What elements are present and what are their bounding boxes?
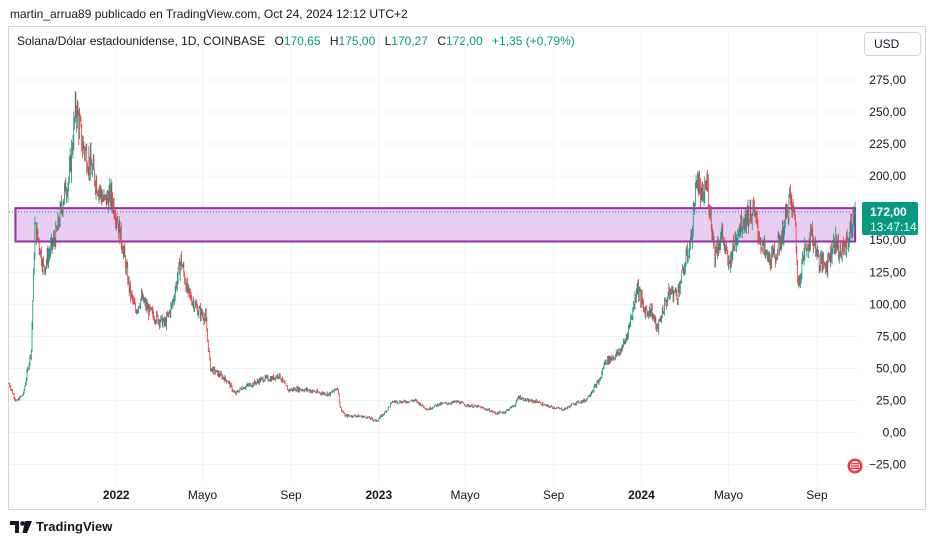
y-tick-label: 25,00	[876, 393, 906, 407]
y-tick-label: 225,00	[869, 137, 906, 151]
last-price-label: 172,00	[870, 205, 907, 219]
x-tick-label: Mayo	[714, 488, 744, 502]
high-value: 175,00	[338, 34, 376, 48]
y-tick-label: 200,00	[869, 169, 906, 183]
y-tick-label: 100,00	[869, 297, 906, 311]
x-tick-label: Sep	[543, 488, 565, 502]
x-tick-label: Sep	[280, 488, 302, 502]
y-tick-label: 150,00	[869, 233, 906, 247]
y-tick-label: 0,00	[883, 426, 907, 440]
y-tick-label: 75,00	[876, 329, 906, 343]
support-resistance-zone	[14, 207, 857, 243]
y-tick-label: −25,00	[869, 458, 906, 472]
tradingview-logo-icon	[10, 520, 32, 533]
publication-caption: martin_arrua89 publicado en TradingView.…	[10, 7, 408, 21]
currency-button[interactable]: USD	[864, 32, 921, 56]
close-value: 172,00	[446, 34, 483, 48]
price-axis: 275,00250,00225,00200,00175,00150,00125,…	[869, 73, 906, 472]
zone-rect	[14, 207, 857, 243]
x-tick-label: Mayo	[188, 488, 218, 502]
last-price-tag: 172,00 13:47:14	[9, 201, 918, 235]
x-tick-label: 2022	[103, 488, 130, 502]
x-tick-label: Mayo	[450, 488, 480, 502]
y-tick-label: 50,00	[876, 361, 906, 375]
low-label: L	[384, 34, 392, 48]
close-label: C	[437, 34, 446, 48]
last-price-badge	[862, 201, 918, 235]
y-tick-label: 125,00	[869, 265, 906, 279]
x-tick-label: 2024	[628, 488, 655, 502]
tradingview-logo[interactable]: TradingView	[10, 519, 112, 534]
low-value: 170,27	[391, 34, 428, 48]
y-tick-label: 250,00	[869, 105, 906, 119]
time-axis: 2022 Mayo Sep 2023 Mayo Sep 2024 Mayo Sep	[103, 488, 828, 502]
x-tick-label: Sep	[806, 488, 828, 502]
x-tick-label: 2023	[365, 488, 392, 502]
open-label: O	[274, 34, 284, 48]
symbol-title[interactable]: Solana/Dólar estadounidense, 1D, COINBAS…	[17, 34, 266, 48]
high-label: H	[329, 34, 339, 48]
event-flag-icon[interactable]	[847, 458, 863, 474]
countdown-label: 13:47:14	[870, 220, 917, 234]
y-tick-label: 275,00	[869, 73, 906, 87]
chart-frame	[8, 26, 926, 510]
tradingview-brand: TradingView	[36, 519, 113, 534]
candlestick-series	[8, 91, 856, 422]
open-value: 170,65	[283, 34, 321, 48]
